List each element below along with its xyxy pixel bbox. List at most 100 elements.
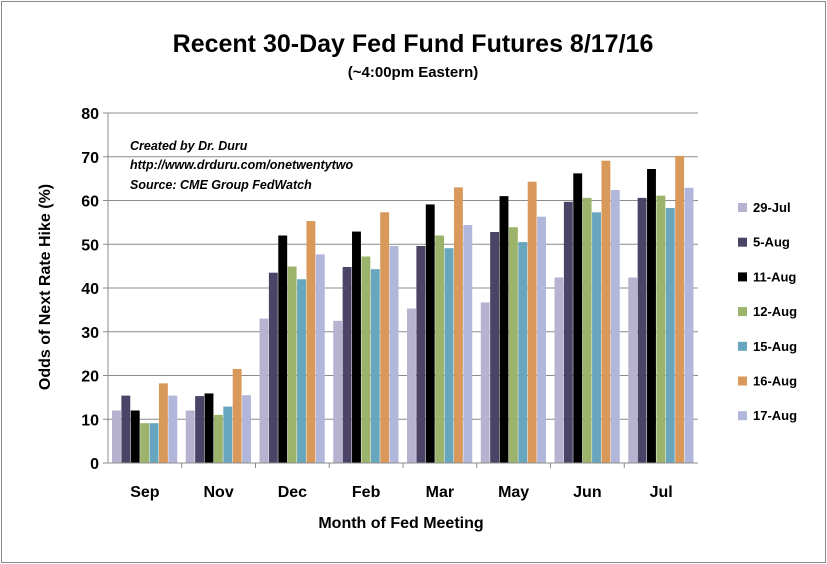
bar-Mar-15-Aug [444, 248, 454, 463]
x-tick-label-Feb: Feb [352, 484, 381, 501]
bar-May-11-Aug [499, 196, 509, 463]
y-tick-label: 0 [90, 456, 99, 473]
y-tick-label: 60 [81, 194, 99, 211]
bar-Jul-12-Aug [656, 195, 666, 463]
annotation-source: Source: CME Group FedWatch [130, 178, 312, 192]
x-tick-label-Jun: Jun [573, 484, 601, 501]
bar-Jun-16-Aug [601, 160, 611, 463]
legend-swatch-29-Jul [738, 203, 747, 212]
bar-Feb-15-Aug [370, 269, 380, 463]
x-tick-label-Sep: Sep [130, 484, 160, 501]
y-tick-label: 30 [81, 325, 99, 342]
x-tick-label-Jul: Jul [650, 484, 673, 501]
legend-label-12-Aug: 12-Aug [753, 304, 797, 319]
chart-subtitle: (~4:00pm Eastern) [348, 64, 478, 81]
bar-Sep-29-Jul [112, 410, 121, 463]
bar-Mar-16-Aug [453, 187, 463, 463]
legend-swatch-16-Aug [738, 376, 747, 386]
bar-Jul-15-Aug [665, 207, 675, 463]
bar-May-17-Aug [537, 216, 546, 463]
bar-Feb-17-Aug [389, 246, 399, 463]
bar-May-15-Aug [518, 242, 528, 463]
legend-label-15-Aug: 15-Aug [753, 339, 797, 354]
bar-Jul-11-Aug [647, 169, 656, 463]
bar-Sep-16-Aug [158, 383, 168, 463]
bar-Nov-15-Aug [223, 406, 233, 463]
bar-Dec-12-Aug [287, 266, 297, 463]
annotation-author: Created by Dr. Duru [130, 139, 248, 153]
legend-swatch-17-Aug [738, 411, 747, 421]
legend: 29-Jul 5-Aug 11-Aug 12-Aug 15-Aug 16-Aug 17-Au… [738, 200, 797, 423]
y-tick-label: 20 [81, 369, 99, 386]
bar-Mar-5-Aug [416, 246, 426, 463]
annotation-url: http://www.drduru.com/onetwentytwo [130, 158, 353, 172]
y-tick-labels: 0 10 20 30 40 50 60 70 80 [81, 106, 99, 473]
y-tick-label: 70 [81, 150, 99, 167]
x-axis-label: Month of Fed Meeting [318, 515, 483, 532]
bar-Feb-29-Jul [333, 320, 343, 463]
bar-Nov-16-Aug [232, 368, 242, 463]
legend-swatch-15-Aug [738, 341, 747, 351]
annotation-block: Created by Dr. Duru http://www.drduru.co… [130, 139, 353, 192]
bars [112, 155, 694, 463]
bar-Mar-29-Jul [407, 308, 416, 463]
legend-label-17-Aug: 17-Aug [753, 408, 797, 423]
legend-swatch-12-Aug [738, 307, 747, 317]
bar-Dec-29-Jul [259, 318, 269, 463]
chart-title: Recent 30-Day Fed Fund Futures 8/17/16 [173, 30, 654, 58]
bar-Mar-12-Aug [435, 235, 445, 463]
legend-swatch-11-Aug [738, 272, 747, 282]
bar-Jul-5-Aug [637, 197, 647, 463]
bar-Jul-17-Aug [684, 187, 694, 463]
bar-Jul-29-Jul [628, 277, 638, 463]
legend-label-5-Aug: 5-Aug [753, 235, 790, 250]
bar-Sep-15-Aug [149, 423, 159, 463]
bar-Sep-5-Aug [121, 395, 131, 463]
bar-May-29-Jul [480, 302, 490, 463]
bar-Jun-5-Aug [563, 201, 573, 463]
bar-Nov-17-Aug [242, 395, 251, 463]
legend-label-16-Aug: 16-Aug [753, 374, 797, 389]
x-tick-labels: Sep Nov Dec Feb Mar May Jun Jul [130, 484, 672, 501]
bar-Jun-29-Jul [554, 277, 564, 463]
bar-Jun-17-Aug [610, 190, 620, 463]
y-axis-label: Odds of Next Rate Hike (%) [37, 184, 54, 390]
x-tick-label-Nov: Nov [204, 484, 234, 501]
bar-Nov-11-Aug [204, 393, 214, 463]
bar-Mar-17-Aug [463, 225, 473, 463]
bar-May-16-Aug [527, 181, 537, 463]
x-tick-label-May: May [498, 484, 529, 501]
bar-Dec-17-Aug [315, 254, 325, 463]
bar-May-5-Aug [490, 232, 500, 463]
legend-label-29-Jul: 29-Jul [753, 200, 791, 215]
y-tick-label: 10 [81, 412, 99, 429]
y-tick-label: 50 [81, 237, 99, 254]
legend-label-11-Aug: 11-Aug [753, 269, 796, 284]
bar-Jul-16-Aug [675, 155, 685, 463]
bar-Nov-5-Aug [195, 396, 205, 463]
bar-Jun-12-Aug [582, 197, 592, 463]
bar-May-12-Aug [508, 227, 518, 463]
bar-Dec-11-Aug [278, 235, 288, 463]
bar-Dec-15-Aug [297, 279, 306, 463]
bar-Jun-11-Aug [573, 173, 583, 463]
bar-Nov-29-Jul [185, 410, 195, 463]
bar-Dec-16-Aug [306, 221, 316, 463]
axes [107, 113, 698, 468]
y-tick-label: 40 [81, 281, 99, 298]
bar-Sep-12-Aug [140, 423, 150, 463]
bar-Nov-12-Aug [213, 414, 223, 463]
bar-Mar-11-Aug [425, 204, 435, 463]
legend-swatch-5-Aug [738, 237, 747, 247]
bar-Feb-16-Aug [380, 212, 390, 463]
bar-Sep-17-Aug [168, 395, 178, 463]
bar-Feb-11-Aug [352, 231, 361, 463]
bar-Jun-15-Aug [592, 212, 601, 463]
bar-Sep-11-Aug [130, 410, 140, 463]
x-tick-label-Mar: Mar [426, 484, 454, 501]
x-tick-label-Dec: Dec [278, 484, 307, 501]
bar-Feb-5-Aug [342, 267, 352, 463]
bar-Dec-5-Aug [268, 272, 278, 463]
y-tick-label: 80 [81, 106, 99, 123]
